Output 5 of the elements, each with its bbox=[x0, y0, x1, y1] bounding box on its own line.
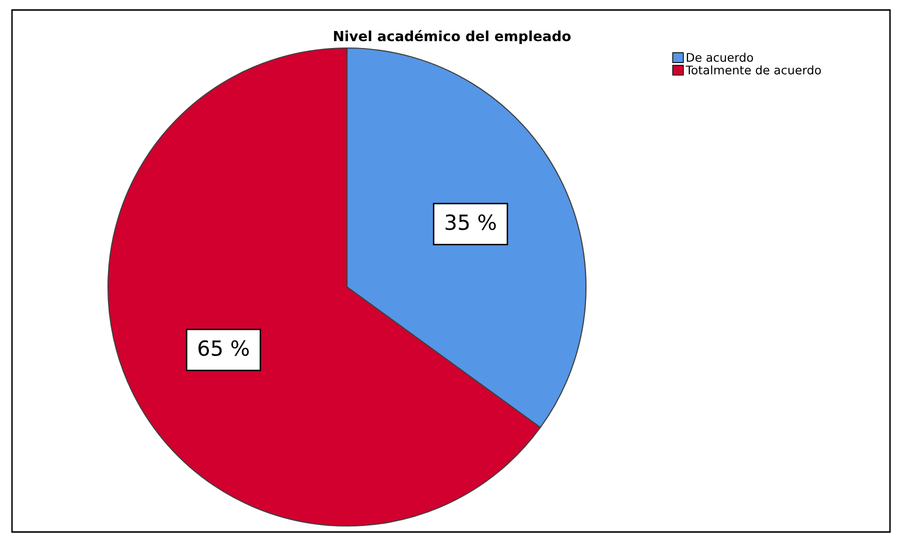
legend-label: Totalmente de acuerdo bbox=[686, 65, 821, 74]
chart-title: Nivel académico del empleado bbox=[334, 30, 571, 44]
data-label: 35 % bbox=[446, 214, 496, 230]
legend-label: De acuerdo bbox=[686, 52, 754, 62]
data-label: 65 % bbox=[198, 340, 249, 356]
